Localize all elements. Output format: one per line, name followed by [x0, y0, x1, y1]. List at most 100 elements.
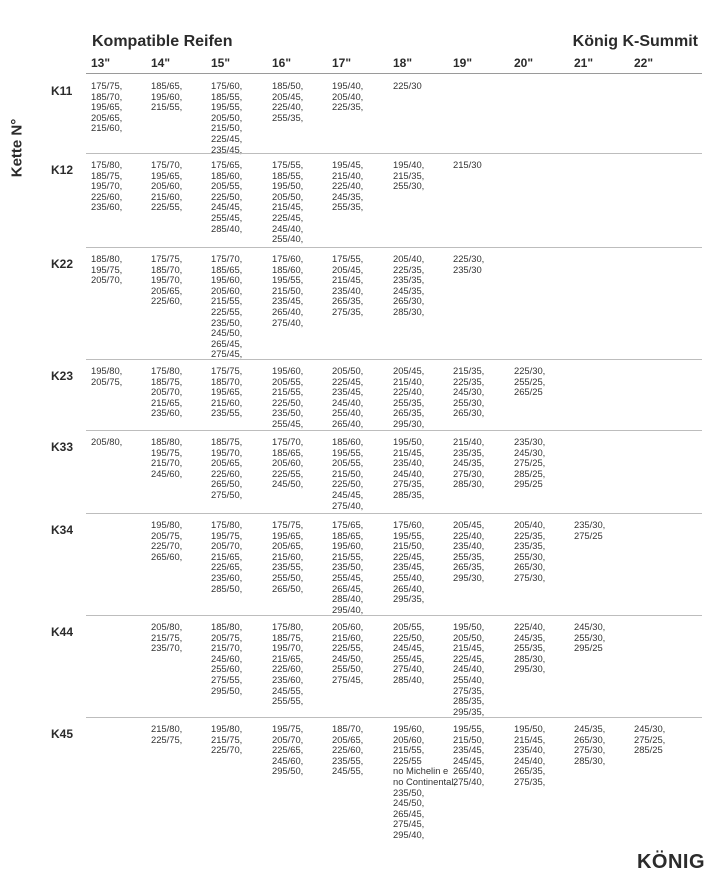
row-label: K33 [51, 440, 74, 454]
konig-logo: KÖNIG [637, 850, 705, 872]
table-cell: 175/60, 185/55, 195/55, 205/50, 215/50, … [211, 80, 243, 155]
table-row: K34 195/80, 205/75, 225/70, 265/60, 175/80… [0, 515, 720, 617]
table-cell: 225/40, 245/35, 255/35, 285/30, 295/30, [514, 621, 546, 675]
table-cell: 225/30, 235/30 [453, 253, 485, 275]
table-cell: 195/50, 215/45, 235/40, 245/40, 265/35, … [514, 723, 546, 787]
table-cell: 245/30, 275/25, 285/25 [634, 723, 666, 756]
table-cell: 205/40, 225/35, 235/35, 245/35, 265/30, … [393, 253, 425, 317]
table-cell: 175/55, 185/55, 195/50, 205/50, 215/45, … [272, 159, 304, 245]
column-header-5: 17" [332, 56, 352, 70]
column-header-7: 19" [453, 56, 473, 70]
table-cell: 195/75, 205/70, 225/65, 245/60, 295/50, [272, 723, 304, 777]
table-cell: 225/30 [393, 80, 422, 91]
table-cell: 185/60, 195/55, 205/55, 215/50, 225/50, … [332, 436, 364, 511]
table-cell: 185/70, 205/65, 225/60, 235/55, 245/55, [332, 723, 364, 777]
table-cell: 175/75, 185/70, 195/65, 215/60, 235/55, [211, 365, 243, 419]
table-cell: 175/75, 185/70, 195/70, 205/65, 225/60, [151, 253, 183, 307]
table-cell: 175/75, 195/65, 205/65, 215/60, 235/55, … [272, 519, 304, 594]
table-cell: 205/60, 215/60, 225/55, 245/50, 255/50, … [332, 621, 364, 685]
table-cell: 175/70, 185/65, 195/60, 205/60, 215/55, … [211, 253, 243, 360]
row-label: K11 [51, 84, 73, 98]
table-cell: 185/80, 205/75, 215/70, 245/60, 255/60, … [211, 621, 243, 696]
table-row: K23 195/80, 205/75, 175/80, 185/75, 205/70… [0, 361, 720, 432]
table-cell: 175/75, 185/70, 195/65, 205/65, 215/60, [91, 80, 123, 134]
table-cell: 175/80, 185/75, 195/70, 225/60, 235/60, [91, 159, 123, 213]
table-cell: 205/45, 215/40, 225/40, 255/35, 265/35, … [393, 365, 425, 429]
column-header-10: 22" [634, 56, 654, 70]
table-cell: 205/55, 225/50, 245/45, 255/45, 275/40, … [393, 621, 425, 685]
row-label: K12 [51, 163, 74, 177]
table-cell: 245/30, 255/30, 295/25 [574, 621, 606, 654]
row-divider [86, 359, 702, 360]
table-cell: 205/50, 225/45, 235/45, 245/40, 255/40, … [332, 365, 364, 429]
column-header-3: 15" [211, 56, 231, 70]
table-cell: 175/55, 205/45, 215/45, 235/40, 265/35, … [332, 253, 364, 317]
table-cell: 205/80, 215/75, 235/70, [151, 621, 183, 654]
table-cell: 195/80, 215/75, 225/70, [211, 723, 243, 756]
table-cell: 185/75, 195/70, 205/65, 225/60, 265/50, … [211, 436, 243, 500]
table-cell: 185/80, 195/75, 215/70, 245/60, [151, 436, 183, 479]
table-cell: 215/40, 235/35, 245/35, 275/30, 285/30, [453, 436, 485, 490]
column-header-6: 18" [393, 56, 413, 70]
table-cell: 175/70, 185/65, 205/60, 225/55, 245/50, [272, 436, 304, 490]
table-row: K33 205/80, 185/80, 195/75, 215/70, 245/60… [0, 432, 720, 515]
table-cell: 245/35, 265/30, 275/30, 285/30, [574, 723, 606, 766]
table-cell: 205/45, 225/40, 235/40, 255/35, 265/35, … [453, 519, 485, 583]
table-cell: 175/65, 185/65, 195/60, 215/55, 235/50, … [332, 519, 364, 615]
table-row: K44 205/80, 215/75, 235/70, 185/80, 205/75… [0, 617, 720, 719]
row-divider [86, 717, 702, 718]
table-cell: 195/60, 205/55, 215/55, 225/50, 235/50, … [272, 365, 304, 429]
table-cell: 215/35, 225/35, 245/30, 255/30, 265/30, [453, 365, 485, 419]
product-title: König K-Summit [572, 33, 698, 50]
table-cell: 195/50, 205/50, 215/45, 225/45, 245/40, … [453, 621, 485, 717]
column-header-2: 14" [151, 56, 171, 70]
table-cell: 195/50, 215/45, 235/40, 245/40, 275/35, … [393, 436, 425, 500]
row-divider [86, 513, 702, 514]
table-cell: 195/40, 215/35, 255/30, [393, 159, 425, 192]
table-cell: 185/80, 195/75, 205/70, [91, 253, 123, 286]
row-divider [86, 615, 702, 616]
table-cell: 225/30, 255/25, 265/25 [514, 365, 546, 398]
table-cell: 195/60, 205/60, 215/55, 225/55 no Michel… [393, 723, 457, 840]
column-header-4: 16" [272, 56, 292, 70]
page-title: Kompatible Reifen [92, 33, 233, 50]
row-label: K34 [51, 523, 74, 537]
table-cell: 235/30, 275/25 [574, 519, 606, 541]
table-cell: 175/60, 185/60, 195/55, 215/50, 235/45, … [272, 253, 304, 328]
column-header-9: 21" [574, 56, 594, 70]
table-row: K11 175/75, 185/70, 195/65, 205/65, 215/6… [0, 76, 720, 155]
table-cell: 185/65, 195/60, 215/55, [151, 80, 183, 113]
table-cell: 185/50, 205/45, 225/40, 255/35, [272, 80, 304, 123]
table-cell: 175/60, 195/55, 215/50, 225/45, 235/45, … [393, 519, 425, 605]
column-header-1: 13" [91, 56, 111, 70]
table-cell: 175/80, 195/75, 205/70, 215/65, 225/65, … [211, 519, 243, 594]
row-divider [86, 430, 702, 431]
logo-text: KÖNIG [637, 850, 705, 872]
table-cell: 175/80, 185/75, 205/70, 215/65, 235/60, [151, 365, 183, 419]
table-cell: 195/40, 205/40, 225/35, [332, 80, 364, 113]
row-label: K22 [51, 257, 74, 271]
row-label: K44 [51, 625, 74, 639]
table-cell: 215/30 [453, 159, 482, 170]
table-row: K12 175/80, 185/75, 195/70, 225/60, 235/6… [0, 155, 720, 249]
table-cell: 195/80, 205/75, [91, 365, 123, 387]
column-header-row: 13" 14" 15" 16" 17" 18" 19" 20" 21" 22" [86, 56, 702, 74]
table-cell: 195/45, 215/40, 225/40, 245/35, 255/35, [332, 159, 364, 213]
table-cell: 215/80, 225/75, [151, 723, 183, 745]
table-row: K22 185/80, 195/75, 205/70, 175/75, 185/70… [0, 249, 720, 361]
table-cell: 205/80, [91, 436, 123, 447]
row-label: K45 [51, 727, 74, 741]
row-divider [86, 247, 702, 248]
table-row: K45 215/80, 225/75, 195/80, 215/75, 225/70… [0, 719, 720, 859]
header-divider [86, 73, 702, 74]
table-cell: 175/70, 195/65, 205/60, 215/60, 225/55, [151, 159, 183, 213]
table-cell: 175/80, 185/75, 195/70, 215/65, 225/60, … [272, 621, 304, 707]
column-header-8: 20" [514, 56, 534, 70]
table-cell: 195/80, 205/75, 225/70, 265/60, [151, 519, 183, 562]
table-cell: 235/30, 245/30, 275/25, 285/25, 295/25 [514, 436, 546, 490]
row-divider [86, 153, 702, 154]
table-cell: 195/55, 215/50, 235/45, 245/45, 265/40, … [453, 723, 485, 787]
table-cell: 205/40, 225/35, 235/35, 255/30, 265/30, … [514, 519, 546, 583]
table-cell: 175/65, 185/60, 205/55, 225/50, 245/45, … [211, 159, 243, 234]
row-label: K23 [51, 369, 74, 383]
